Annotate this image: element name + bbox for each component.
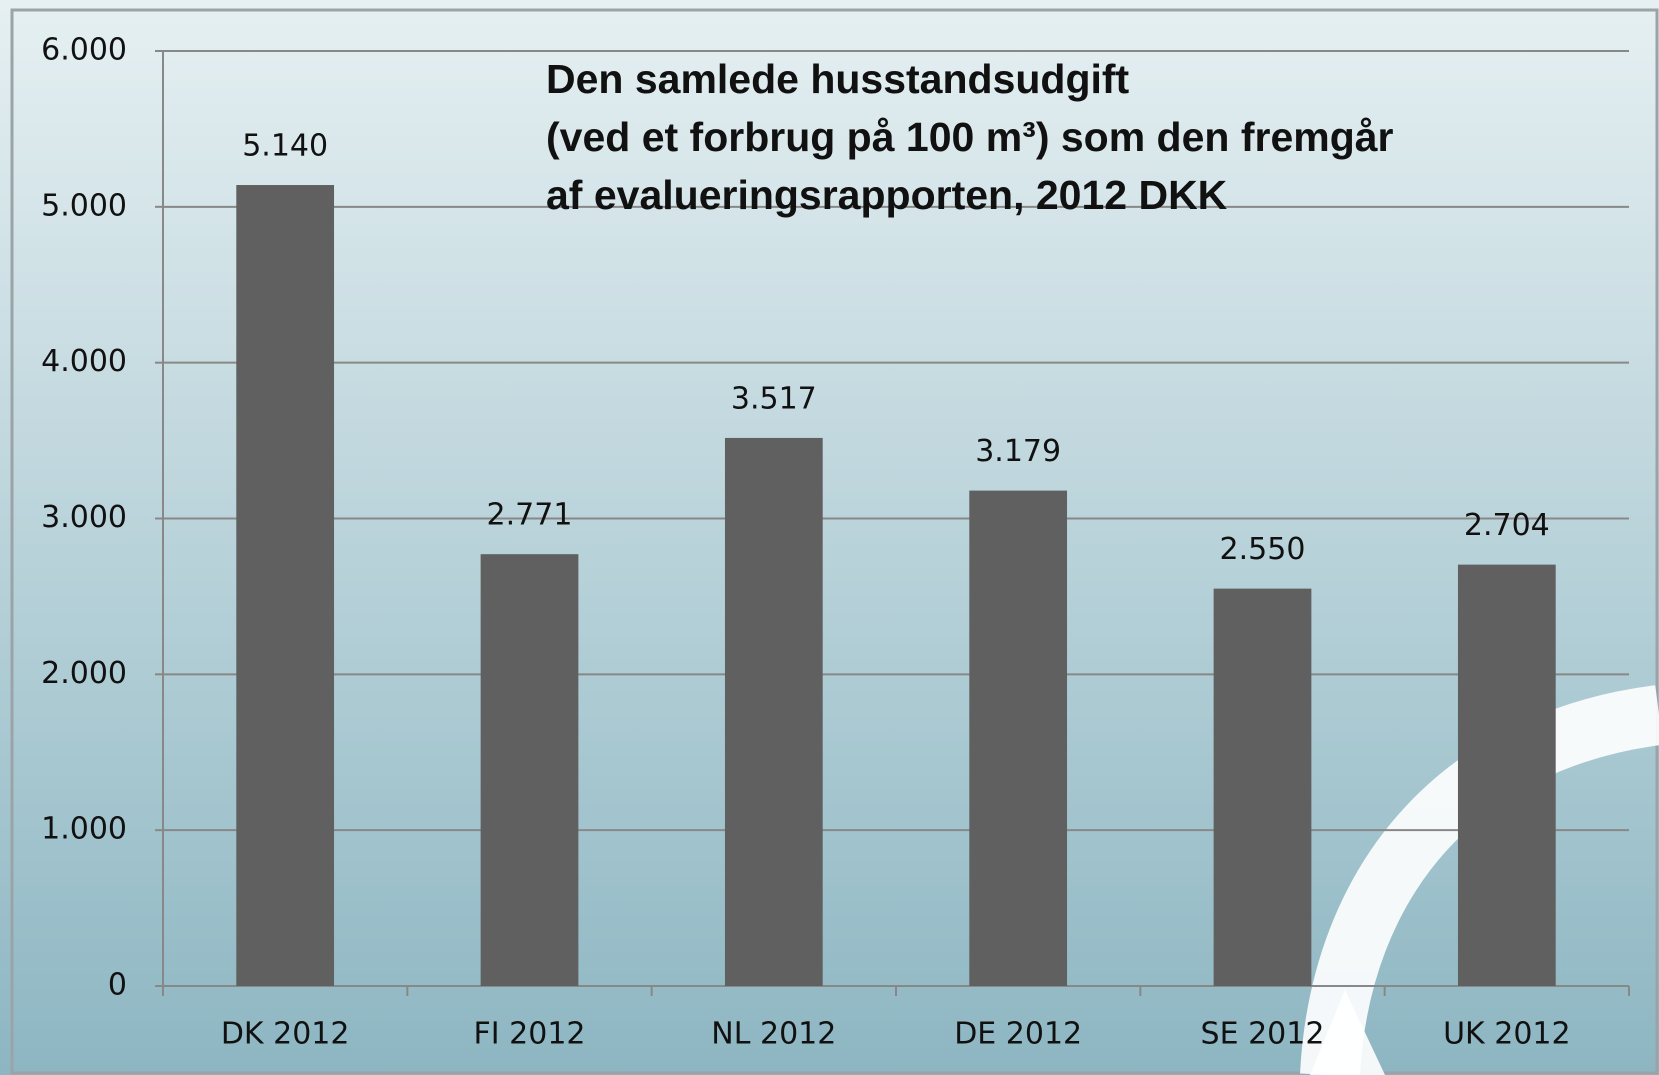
- frame: [10, 8, 1659, 1075]
- x-tick-label: DE 2012: [954, 1017, 1082, 1052]
- x-tick-label: FI 2012: [474, 1017, 586, 1052]
- x-tick-label: UK 2012: [1443, 1017, 1571, 1052]
- y-tick-label: 4.000: [41, 344, 127, 379]
- value-label: 2.771: [487, 498, 573, 533]
- value-label: 3.179: [975, 434, 1061, 469]
- x-tick-label: DK 2012: [221, 1017, 350, 1052]
- bar: [236, 185, 335, 986]
- grid: [155, 50, 1630, 996]
- chart-title: (ved et forbrug på 100 m³) som den fremg…: [546, 114, 1394, 160]
- bar: [1213, 588, 1312, 986]
- decoration-arc: [1300, 685, 1659, 1075]
- value-label: 3.517: [731, 381, 817, 416]
- x-tick-label: NL 2012: [711, 1017, 836, 1052]
- y-tick-label: 6.000: [41, 33, 127, 68]
- bar: [724, 437, 823, 986]
- x-tick-label: SE 2012: [1201, 1017, 1325, 1052]
- value-label: 2.704: [1464, 508, 1550, 543]
- chart-title: af evalueringsrapporten, 2012 DKK: [546, 172, 1228, 218]
- y-tick-label: 3.000: [41, 500, 127, 535]
- chart-title: Den samlede husstandsudgift: [546, 56, 1130, 102]
- bar: [480, 554, 579, 986]
- value-label: 5.140: [242, 129, 328, 164]
- value-label: 2.550: [1220, 532, 1306, 567]
- y-tick-label: 0: [108, 968, 127, 1003]
- labels: 0 1.000 2.000 3.000 4.000 5.000 6.000 DK 2012 5.…: [41, 33, 1570, 1052]
- bar: [969, 490, 1068, 986]
- y-tick-label: 5.000: [41, 188, 127, 223]
- y-tick-label: 2.000: [41, 656, 127, 691]
- decoration-shape: [1310, 990, 1385, 1075]
- bars: [236, 185, 1556, 986]
- bar: [1457, 564, 1556, 986]
- y-tick-label: 1.000: [41, 812, 127, 847]
